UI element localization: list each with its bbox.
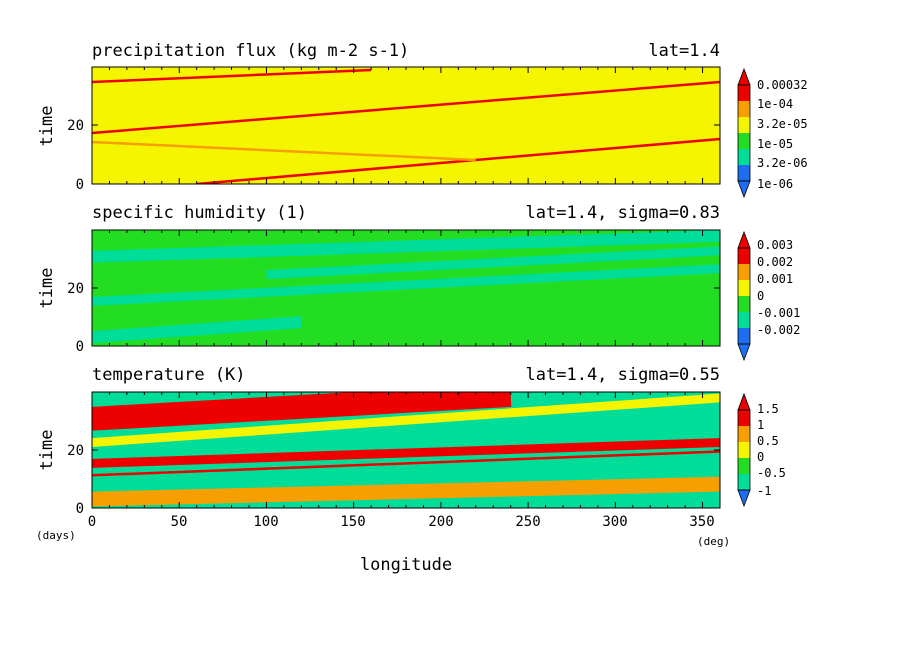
heatmap-content bbox=[92, 67, 720, 184]
y-axis-label: time bbox=[37, 106, 57, 147]
propagating-signal-band bbox=[92, 438, 720, 468]
colorbar-arrow-bottom bbox=[738, 181, 750, 197]
colorbar-label: 1e-05 bbox=[757, 137, 793, 151]
heatmap-area bbox=[92, 230, 720, 346]
x-tick-label: 100 bbox=[253, 514, 278, 530]
colorbar-label: 1.5 bbox=[757, 402, 779, 416]
time-unit-label: (days) bbox=[36, 529, 76, 542]
propagating-signal-line bbox=[92, 80, 720, 135]
propagating-signal-line bbox=[92, 414, 720, 456]
panel-title: temperature (K) bbox=[92, 365, 246, 385]
colorbar: 1.5 1 0.5 0 -0.5 -1 bbox=[737, 392, 786, 508]
heatmap-area bbox=[92, 392, 720, 508]
propagating-signal-band bbox=[266, 246, 720, 280]
colorbar-label: 0.00032 bbox=[757, 78, 808, 92]
x-tick-label: 200 bbox=[428, 514, 453, 530]
x-tick-marks bbox=[91, 392, 721, 508]
panel-precipitation: precipitation flux (kg m-2 s-1) lat=1.4 … bbox=[37, 41, 808, 199]
colorbar-label: -0.5 bbox=[757, 466, 786, 480]
colorbar-arrow-bottom bbox=[738, 490, 750, 506]
colorbar-label: 0 bbox=[757, 289, 764, 303]
colorbar: 0.00032 1e-04 3.2e-05 1e-05 3.2e-06 1e-0… bbox=[737, 67, 808, 199]
x-tick-label: 300 bbox=[602, 514, 627, 530]
x-tick-label: 50 bbox=[171, 514, 188, 530]
colorbar-swatch bbox=[738, 133, 750, 149]
y-axis-label: time bbox=[37, 430, 57, 471]
y-tick-label: 20 bbox=[67, 281, 84, 297]
x-axis-label: longitude bbox=[360, 555, 452, 575]
colorbar-swatch bbox=[738, 296, 750, 312]
heatmap-content bbox=[92, 230, 720, 346]
propagating-signal-band bbox=[92, 67, 720, 127]
panel-temperature: temperature (K) lat=1.4, sigma=0.55 0 20… bbox=[37, 365, 786, 517]
x-unit-label: (deg) bbox=[697, 535, 730, 548]
y-tick-label: 20 bbox=[67, 443, 84, 459]
colorbar-arrow-top bbox=[738, 232, 750, 248]
colorbar: 0.003 0.002 0.001 0 -0.001 -0.002 bbox=[737, 230, 800, 362]
colorbar-swatch bbox=[738, 117, 750, 133]
colorbar-swatch bbox=[738, 474, 750, 490]
y-axis-label: time bbox=[37, 268, 57, 309]
colorbar-label: 1e-04 bbox=[757, 97, 793, 111]
colorbar-swatch bbox=[738, 458, 750, 474]
panel-specific-humidity: specific humidity (1) lat=1.4, sigma=0.8… bbox=[37, 203, 800, 362]
panel-annotation: lat=1.4 bbox=[648, 41, 720, 61]
heatmap-content bbox=[92, 392, 720, 508]
colorbar-swatch bbox=[738, 328, 750, 344]
colorbar-swatch bbox=[738, 410, 750, 426]
colorbar-swatch bbox=[738, 248, 750, 264]
colorbar-label: 0 bbox=[757, 450, 764, 464]
colorbar-label: 0.001 bbox=[757, 272, 793, 286]
colorbar-swatch bbox=[738, 426, 750, 442]
colorbar-arrow-bottom bbox=[738, 344, 750, 360]
colorbar-arrow-top bbox=[738, 394, 750, 410]
x-tick-label: 250 bbox=[515, 514, 540, 530]
propagating-signal-band bbox=[92, 393, 720, 448]
colorbar-label: 1 bbox=[757, 418, 764, 432]
colorbar-label: -0.001 bbox=[757, 306, 800, 320]
x-tick-label: 350 bbox=[689, 514, 714, 530]
y-tick-label: 0 bbox=[76, 501, 84, 517]
colorbar-label: 3.2e-05 bbox=[757, 117, 808, 131]
x-tick-label: 150 bbox=[340, 514, 365, 530]
colorbar-label: 0.5 bbox=[757, 434, 779, 448]
colorbar-swatch bbox=[738, 165, 750, 181]
panel-title: specific humidity (1) bbox=[92, 203, 307, 223]
propagating-signal-line bbox=[92, 140, 476, 162]
propagating-signal-band bbox=[92, 316, 302, 344]
colorbar-label: 3.2e-06 bbox=[757, 156, 808, 170]
x-tick-marks bbox=[91, 230, 721, 346]
propagating-signal-band bbox=[92, 476, 720, 507]
panel-annotation: lat=1.4, sigma=0.55 bbox=[526, 365, 720, 385]
y-tick-label: 0 bbox=[76, 177, 84, 193]
propagating-signal-line bbox=[92, 68, 372, 84]
x-tick-label: 0 bbox=[88, 514, 96, 530]
colorbar-label: -0.002 bbox=[757, 323, 800, 337]
panel-title: precipitation flux (kg m-2 s-1) bbox=[92, 41, 409, 61]
panel-annotation: lat=1.4, sigma=0.83 bbox=[526, 203, 720, 223]
colorbar-swatch bbox=[738, 264, 750, 280]
y-tick-label: 0 bbox=[76, 339, 84, 355]
colorbar-swatch bbox=[738, 85, 750, 101]
propagating-signal-band bbox=[92, 392, 512, 431]
colorbar-swatch bbox=[738, 442, 750, 458]
colorbar-swatch bbox=[738, 280, 750, 296]
propagating-signal-band bbox=[92, 230, 720, 263]
colorbar-swatch bbox=[738, 101, 750, 117]
propagating-signal-line bbox=[196, 137, 720, 184]
colorbar-label: 1e-06 bbox=[757, 177, 793, 191]
propagating-signal-line bbox=[92, 450, 720, 477]
y-tick-label: 20 bbox=[67, 118, 84, 134]
x-tick-marks bbox=[91, 67, 721, 184]
colorbar-swatch bbox=[738, 312, 750, 328]
colorbar-label: -1 bbox=[757, 484, 771, 498]
colorbar-swatch bbox=[738, 149, 750, 165]
x-axis: 0 50 100 150 200 250 300 350 (days) (deg… bbox=[36, 514, 730, 575]
heatmap-area bbox=[92, 67, 720, 184]
colorbar-label: 0.002 bbox=[757, 255, 793, 269]
propagating-signal-band bbox=[92, 264, 720, 306]
colorbar-label: 0.003 bbox=[757, 238, 793, 252]
colorbar-arrow-top bbox=[738, 69, 750, 85]
